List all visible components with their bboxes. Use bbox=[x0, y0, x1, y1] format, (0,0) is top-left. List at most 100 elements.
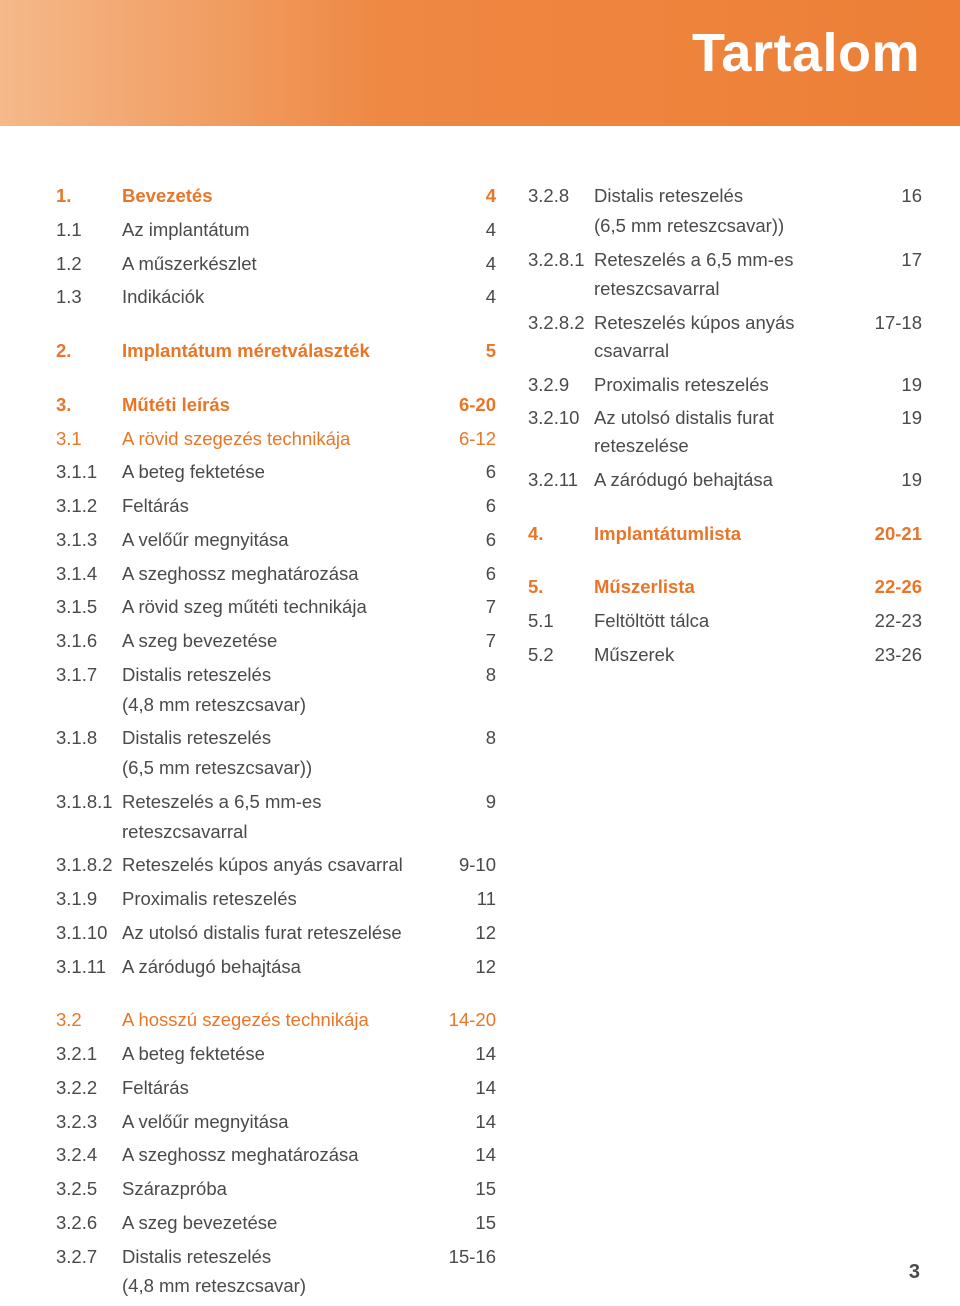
page-number: 3 bbox=[909, 1261, 920, 1284]
page: Tartalom 1.Bevezetés41.1Az implantátum41… bbox=[0, 0, 960, 1306]
toc-content: 1.Bevezetés41.1Az implantátum41.2A műsze… bbox=[0, 126, 960, 1306]
toc-page: 6 bbox=[436, 492, 496, 520]
toc-label: Implantátumlista bbox=[594, 520, 862, 548]
toc-page: 8 bbox=[436, 724, 496, 752]
toc-sublabel: reteszcsavarral bbox=[56, 818, 496, 846]
toc-row: 5.Műszerlista22-26 bbox=[528, 573, 922, 601]
toc-gap bbox=[56, 317, 496, 337]
toc-row: 3.2.2Feltárás14 bbox=[56, 1074, 496, 1102]
toc-row: 3.1.1A beteg fektetése6 bbox=[56, 458, 496, 486]
toc-sublabel: (6,5 mm reteszcsavar)) bbox=[56, 754, 496, 782]
toc-page: 6-12 bbox=[436, 425, 496, 453]
toc-label: Distalis reteszelés bbox=[122, 1243, 436, 1271]
toc-label: Bevezetés bbox=[122, 182, 436, 210]
toc-row: 3.2.7Distalis reteszelés15-16 bbox=[56, 1243, 496, 1271]
toc-label: Proximalis reteszelés bbox=[122, 885, 436, 913]
toc-number: 3.1.5 bbox=[56, 593, 122, 621]
toc-row: 3.Műtéti leírás6-20 bbox=[56, 391, 496, 419]
toc-label: A műszerkészlet bbox=[122, 250, 436, 278]
toc-number: 4. bbox=[528, 520, 594, 548]
toc-label: Reteszelés a 6,5 mm-es bbox=[594, 246, 862, 274]
toc-number: 3.2.2 bbox=[56, 1074, 122, 1102]
toc-page: 14 bbox=[436, 1141, 496, 1169]
toc-row: 3.2.5Szárazpróba15 bbox=[56, 1175, 496, 1203]
toc-number: 3.2 bbox=[56, 1006, 122, 1034]
toc-row: 3.2.8.1Reteszelés a 6,5 mm-es17 bbox=[528, 246, 922, 274]
toc-number: 3.2.8.1 bbox=[528, 246, 594, 274]
toc-page: 19 bbox=[862, 404, 922, 432]
toc-number: 3.1.4 bbox=[56, 560, 122, 588]
toc-label: Feltárás bbox=[122, 492, 436, 520]
toc-page: 6 bbox=[436, 560, 496, 588]
toc-row: 1.2A műszerkészlet4 bbox=[56, 250, 496, 278]
toc-label: A záródugó behajtása bbox=[594, 466, 862, 494]
toc-gap bbox=[528, 553, 922, 573]
toc-row: 3.1.2Feltárás6 bbox=[56, 492, 496, 520]
toc-row: 3.2.1A beteg fektetése14 bbox=[56, 1040, 496, 1068]
toc-row: 3.2.4A szeghossz meghatározása14 bbox=[56, 1141, 496, 1169]
toc-page: 12 bbox=[436, 919, 496, 947]
toc-page: 20-21 bbox=[862, 520, 922, 548]
toc-page: 9-10 bbox=[436, 851, 496, 879]
toc-row: 3.2.10Az utolsó distalis furat reteszelé… bbox=[528, 404, 922, 460]
page-title: Tartalom bbox=[692, 22, 920, 84]
toc-number: 3.2.1 bbox=[56, 1040, 122, 1068]
toc-label: Feltöltött tálca bbox=[594, 607, 862, 635]
toc-label: Distalis reteszelés bbox=[122, 724, 436, 752]
toc-label: A szeghossz meghatározása bbox=[122, 1141, 436, 1169]
toc-page: 6-20 bbox=[436, 391, 496, 419]
toc-label: Reteszelés kúpos anyás csavarral bbox=[594, 309, 862, 365]
toc-number: 1. bbox=[56, 182, 122, 210]
toc-label: Indikációk bbox=[122, 283, 436, 311]
toc-number: 3.1.3 bbox=[56, 526, 122, 554]
toc-page: 19 bbox=[862, 466, 922, 494]
toc-number: 3.2.10 bbox=[528, 404, 594, 432]
toc-row: 3.1.8Distalis reteszelés8 bbox=[56, 724, 496, 752]
toc-row: 2.Implantátum méretválaszték5 bbox=[56, 337, 496, 365]
toc-label: A beteg fektetése bbox=[122, 1040, 436, 1068]
toc-label: Implantátum méretválaszték bbox=[122, 337, 436, 365]
toc-label: Reteszelés kúpos anyás csavarral bbox=[122, 851, 436, 879]
toc-row: 5.1Feltöltött tálca22-23 bbox=[528, 607, 922, 635]
toc-number: 3. bbox=[56, 391, 122, 419]
toc-page: 15 bbox=[436, 1209, 496, 1237]
toc-label: Distalis reteszelés bbox=[594, 182, 862, 210]
toc-label: A velőűr megnyitása bbox=[122, 1108, 436, 1136]
toc-page: 17-18 bbox=[862, 309, 922, 337]
toc-number: 3.1.7 bbox=[56, 661, 122, 689]
toc-number: 1.2 bbox=[56, 250, 122, 278]
toc-row: 5.2Műszerek23-26 bbox=[528, 641, 922, 669]
toc-number: 3.2.8 bbox=[528, 182, 594, 210]
toc-page: 5 bbox=[436, 337, 496, 365]
toc-row: 3.2.6A szeg bevezetése15 bbox=[56, 1209, 496, 1237]
toc-row: 4.Implantátumlista20-21 bbox=[528, 520, 922, 548]
toc-label: A záródugó behajtása bbox=[122, 953, 436, 981]
toc-row: 3.1.4A szeghossz meghatározása6 bbox=[56, 560, 496, 588]
toc-page: 22-23 bbox=[862, 607, 922, 635]
toc-label: Szárazpróba bbox=[122, 1175, 436, 1203]
toc-number: 5.1 bbox=[528, 607, 594, 635]
header-band: Tartalom bbox=[0, 0, 960, 126]
toc-row: 3.2.8Distalis reteszelés16 bbox=[528, 182, 922, 210]
toc-label: Feltárás bbox=[122, 1074, 436, 1102]
toc-row: 3.2.11A záródugó behajtása19 bbox=[528, 466, 922, 494]
toc-page: 16 bbox=[862, 182, 922, 210]
toc-gap bbox=[56, 986, 496, 1006]
toc-number: 3.1.10 bbox=[56, 919, 122, 947]
toc-label: A szeg bevezetése bbox=[122, 1209, 436, 1237]
toc-number: 3.1 bbox=[56, 425, 122, 453]
toc-number: 3.2.7 bbox=[56, 1243, 122, 1271]
toc-row: 3.1.3A velőűr megnyitása6 bbox=[56, 526, 496, 554]
toc-column-left: 1.Bevezetés41.1Az implantátum41.2A műsze… bbox=[56, 182, 496, 1306]
toc-number: 3.2.6 bbox=[56, 1209, 122, 1237]
toc-page: 22-26 bbox=[862, 573, 922, 601]
toc-row: 3.1.7Distalis reteszelés8 bbox=[56, 661, 496, 689]
toc-number: 3.2.8.2 bbox=[528, 309, 594, 337]
toc-number: 3.1.8.1 bbox=[56, 788, 122, 816]
toc-label: A rövid szegezés technikája bbox=[122, 425, 436, 453]
toc-page: 4 bbox=[436, 283, 496, 311]
toc-row: 3.2A hosszú szegezés technikája14-20 bbox=[56, 1006, 496, 1034]
toc-label: A beteg fektetése bbox=[122, 458, 436, 486]
toc-number: 3.1.8.2 bbox=[56, 851, 122, 879]
toc-number: 2. bbox=[56, 337, 122, 365]
